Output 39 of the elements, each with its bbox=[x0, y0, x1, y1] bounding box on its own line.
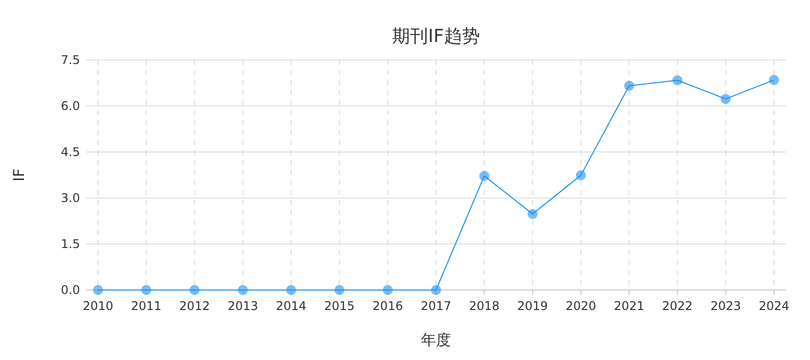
x-tick-label: 2012 bbox=[179, 299, 210, 313]
x-tick-label: 2024 bbox=[758, 299, 790, 313]
point bbox=[93, 285, 103, 295]
x-tick-label: 2010 bbox=[82, 299, 114, 313]
x-tick-label: 2017 bbox=[420, 299, 452, 313]
x-tick-label: 2015 bbox=[324, 299, 355, 313]
point bbox=[238, 285, 248, 295]
x-tick-label: 2022 bbox=[662, 299, 693, 313]
point bbox=[286, 285, 296, 295]
x-tick-label: 2019 bbox=[517, 299, 548, 313]
x-tick-label: 2013 bbox=[228, 299, 258, 313]
point bbox=[672, 75, 682, 86]
y-axis-title: IF bbox=[10, 168, 28, 182]
x-tick-label: 2018 bbox=[469, 299, 500, 313]
x-axis-title: 年度 bbox=[421, 331, 451, 349]
x-tick-label: 2016 bbox=[372, 299, 403, 313]
x-tick-label: 2023 bbox=[710, 299, 741, 313]
point bbox=[382, 285, 393, 295]
y-tick-label: 3.0 bbox=[60, 191, 80, 205]
y-tick-label: 4.5 bbox=[60, 145, 80, 159]
y-tick-label: 0.0 bbox=[60, 283, 80, 297]
y-tick-label: 7.5 bbox=[60, 53, 80, 67]
point bbox=[576, 170, 586, 180]
point bbox=[431, 285, 441, 295]
point bbox=[479, 170, 490, 181]
point bbox=[141, 285, 152, 295]
point bbox=[720, 94, 731, 104]
point bbox=[334, 285, 344, 295]
x-tick-label: 2014 bbox=[276, 299, 306, 313]
point bbox=[190, 285, 200, 295]
y-tick-label: 1.5 bbox=[60, 237, 80, 251]
point bbox=[769, 74, 779, 85]
point bbox=[624, 80, 634, 91]
y-tick-label: 6.0 bbox=[60, 99, 80, 113]
x-tick-label: 2011 bbox=[131, 299, 162, 313]
chart-title: 期刊IF趋势 bbox=[392, 26, 480, 47]
x-tick-label: 2021 bbox=[614, 299, 644, 313]
x-tick-label: 2020 bbox=[566, 299, 596, 313]
point bbox=[528, 208, 538, 219]
